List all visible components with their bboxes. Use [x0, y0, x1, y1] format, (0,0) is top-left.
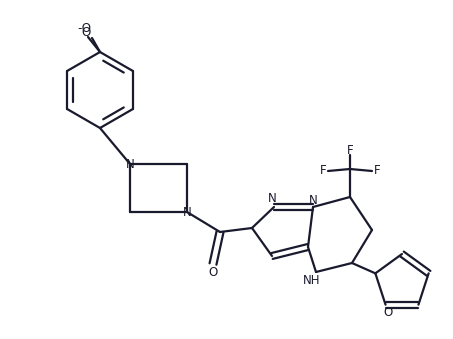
Text: F: F	[320, 164, 326, 178]
Text: N: N	[125, 158, 135, 171]
Text: N: N	[183, 205, 191, 219]
Text: O: O	[383, 306, 392, 319]
Text: O: O	[208, 265, 217, 279]
Text: F: F	[347, 143, 353, 157]
Text: F: F	[374, 164, 381, 178]
Text: -O: -O	[77, 22, 91, 36]
Text: N: N	[308, 195, 318, 207]
Text: O: O	[82, 25, 91, 39]
Text: NH: NH	[303, 274, 321, 286]
Text: N: N	[268, 193, 276, 205]
